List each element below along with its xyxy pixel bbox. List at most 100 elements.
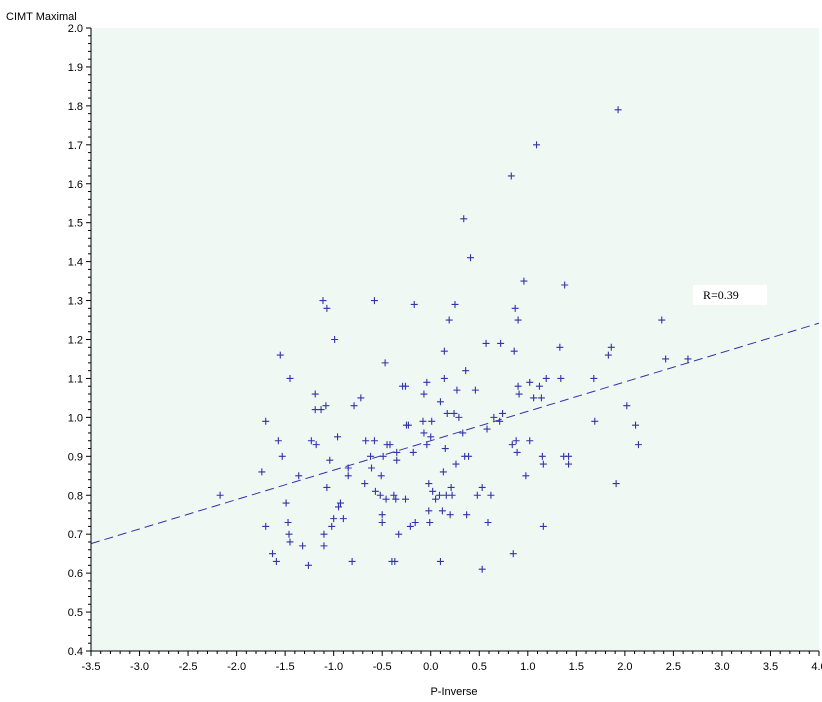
data-point: [435, 491, 443, 499]
data-point: [285, 530, 293, 538]
data-point: [391, 557, 399, 565]
data-point: [497, 339, 505, 347]
y-axis-title: CIMT Maximal: [6, 11, 77, 23]
x-tick-label: 3.5: [763, 661, 778, 673]
x-tick-label: -2.5: [179, 661, 198, 673]
y-tick-label: 0.4: [68, 646, 83, 658]
data-point: [459, 429, 467, 437]
data-point: [269, 550, 277, 558]
data-point: [350, 402, 358, 410]
data-point: [526, 437, 534, 445]
data-point: [336, 499, 344, 507]
y-tick-label: 0.8: [68, 490, 83, 502]
data-point: [423, 378, 431, 386]
data-point: [312, 441, 320, 449]
data-point: [471, 386, 479, 394]
data-point: [274, 437, 282, 445]
data-point: [515, 390, 523, 398]
data-point: [319, 297, 327, 305]
data-point: [376, 491, 384, 499]
data-point: [684, 355, 692, 363]
data-point: [311, 390, 319, 398]
data-point: [326, 456, 334, 464]
data-point: [401, 495, 409, 503]
y-tick-label: 0.7: [68, 529, 83, 541]
data-point: [286, 374, 294, 382]
x-tick-label: 0.0: [423, 661, 438, 673]
y-tick-label: 1.7: [68, 140, 83, 152]
data-point: [282, 499, 290, 507]
data-point: [335, 503, 343, 511]
data-point: [393, 448, 401, 456]
data-point: [607, 343, 615, 351]
data-point: [520, 277, 528, 285]
data-point: [370, 297, 378, 305]
data-point: [462, 367, 470, 375]
data-point: [378, 519, 386, 527]
x-tick-label: 3.0: [714, 661, 729, 673]
data-point: [423, 441, 431, 449]
y-tick-label: 1.0: [68, 412, 83, 424]
data-point: [467, 254, 475, 262]
data-point: [535, 382, 543, 390]
x-tick-label: -3.5: [82, 661, 101, 673]
data-point: [445, 316, 453, 324]
axes-layer: 0.4 0.5 0.6 0.7 0.8 0.9 1.0 1.1 1.2 1.3 1.4 1.5 1.6 1…: [68, 23, 822, 673]
x-tick-label: -0.5: [373, 661, 392, 673]
data-point: [323, 304, 331, 312]
data-point: [512, 437, 520, 445]
data-point: [278, 452, 286, 460]
x-axis-title: P-Inverse: [430, 686, 477, 698]
data-point: [436, 557, 444, 565]
data-point: [368, 464, 376, 472]
data-point: [441, 445, 449, 453]
data-point: [556, 343, 564, 351]
x-tick-label: 2.0: [617, 661, 632, 673]
data-point: [367, 452, 375, 460]
data-point: [530, 394, 538, 402]
data-point: [426, 519, 434, 527]
data-point: [604, 351, 612, 359]
data-point: [538, 452, 546, 460]
data-point: [439, 468, 447, 476]
y-tick-label: 0.5: [68, 607, 83, 619]
x-tick-label: 4.0: [811, 661, 822, 673]
y-tick-label: 1.6: [68, 179, 83, 191]
data-point: [379, 452, 387, 460]
data-point: [565, 452, 573, 460]
data-point: [565, 460, 573, 468]
data-point: [590, 374, 598, 382]
data-point: [463, 511, 471, 519]
data-point: [440, 374, 448, 382]
data-point: [508, 441, 516, 449]
y-tick-label: 2.0: [68, 23, 83, 35]
data-point: [443, 409, 451, 417]
data-point: [511, 304, 519, 312]
data-point: [393, 456, 401, 464]
data-point: [526, 378, 534, 386]
data-point: [299, 542, 307, 550]
data-point: [262, 417, 270, 425]
data-point: [406, 522, 414, 530]
data-point: [490, 413, 498, 421]
data-point: [409, 448, 417, 456]
y-tick-label: 1.9: [68, 62, 83, 74]
data-point: [513, 448, 521, 456]
data-point: [632, 421, 640, 429]
data-point: [537, 394, 545, 402]
data-point: [344, 472, 352, 480]
data-point: [377, 472, 385, 480]
data-point: [539, 460, 547, 468]
data-point: [330, 515, 338, 523]
data-point: [390, 491, 398, 499]
data-point: [446, 511, 454, 519]
x-tick-label: -1.5: [276, 661, 295, 673]
data-point: [419, 417, 427, 425]
data-point: [465, 452, 473, 460]
y-tick-label: 1.3: [68, 296, 83, 308]
data-point: [510, 347, 518, 355]
data-point: [482, 339, 490, 347]
x-tick-label: 1.5: [569, 661, 584, 673]
data-point: [483, 425, 491, 433]
